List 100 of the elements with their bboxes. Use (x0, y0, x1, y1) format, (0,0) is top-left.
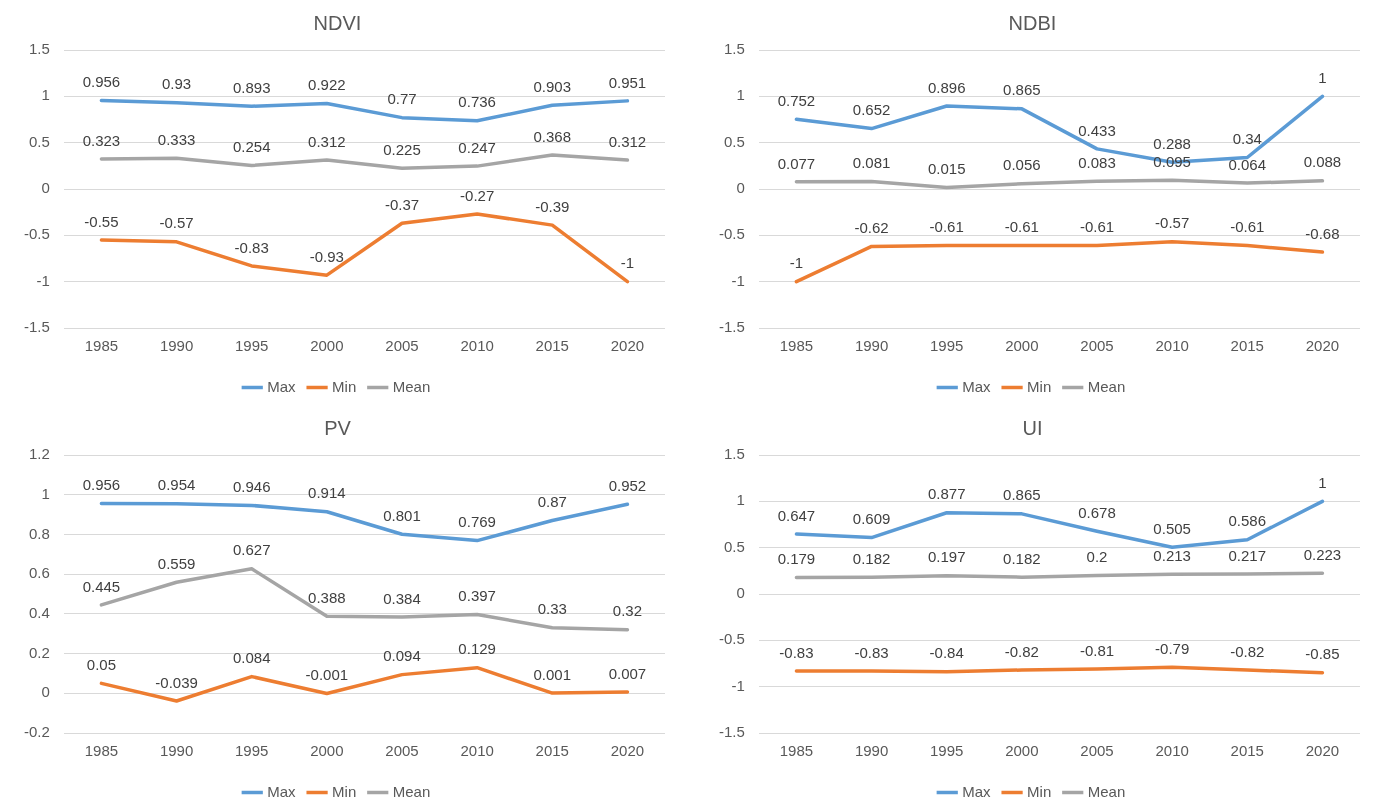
data-label: 0.384 (383, 589, 421, 607)
y-tick-label: -1.5 (718, 723, 745, 741)
data-label: 0.179 (777, 550, 816, 568)
data-label: 0.627 (232, 541, 271, 559)
data-label: -0.83 (854, 643, 889, 661)
x-tick-label: 1985 (779, 742, 814, 760)
data-label: 0.893 (232, 78, 271, 96)
data-label: 0.647 (777, 506, 816, 524)
data-label: 0.559 (157, 554, 196, 572)
data-label: 0.368 (533, 127, 572, 145)
y-tick-label: 1.2 (28, 445, 50, 463)
y-tick-label: -1 (731, 676, 745, 694)
x-tick-label: 2020 (1305, 742, 1340, 760)
data-label: -1 (620, 254, 635, 272)
x-tick-label: 1985 (779, 337, 814, 355)
legend-label: Max (267, 782, 297, 800)
data-label: 0.084 (232, 649, 271, 667)
x-tick-label: 2020 (1305, 337, 1340, 355)
legend-label: Max (267, 377, 297, 395)
data-label: 1 (1318, 473, 1327, 491)
y-tick-label: -1.5 (23, 318, 50, 336)
data-label: 0.34 (1232, 130, 1262, 148)
data-label: -0.039 (155, 673, 198, 691)
data-label: 0.865 (1003, 81, 1041, 99)
data-label: 0.77 (387, 90, 417, 108)
x-tick-label: 1990 (854, 337, 889, 355)
x-tick-label: 1990 (159, 337, 194, 355)
data-label: 0.182 (852, 549, 891, 567)
data-label: -0.61 (929, 218, 964, 236)
x-tick-label: 2010 (1155, 337, 1189, 355)
data-label: 0.223 (1303, 545, 1342, 563)
data-label: 0.678 (1078, 503, 1116, 521)
data-label: 0.954 (157, 476, 196, 494)
legend-label: Mean (1087, 377, 1126, 395)
data-label: 0.397 (458, 587, 496, 605)
x-tick-label: 2015 (535, 742, 569, 760)
y-tick-label: 0.2 (28, 643, 50, 661)
y-tick-label: -1 (731, 271, 745, 289)
data-label: 0.951 (608, 73, 647, 91)
data-label: 0.445 (82, 577, 121, 595)
data-label: -0.61 (1079, 218, 1115, 236)
legend-label: Min (332, 782, 357, 800)
y-tick-label: 0 (41, 179, 50, 197)
data-label: 0.877 (927, 485, 966, 503)
data-label: -0.82 (1230, 642, 1265, 660)
data-label: 0.433 (1078, 121, 1116, 139)
x-tick-label: 1985 (84, 337, 119, 355)
data-label: -0.001 (305, 666, 349, 684)
x-tick-label: 2005 (1080, 742, 1114, 760)
data-label: -0.62 (854, 219, 889, 237)
data-label: 0.064 (1228, 155, 1267, 173)
data-label: 0.312 (608, 132, 647, 150)
legend-label: Mean (392, 782, 431, 800)
data-label: 0.388 (308, 588, 346, 606)
y-tick-label: -1.5 (718, 318, 745, 336)
chart-title: UI (1022, 416, 1043, 439)
data-label: 0.505 (1153, 519, 1191, 537)
data-label: 0.015 (927, 160, 966, 178)
data-label: -0.61 (1004, 218, 1039, 236)
x-tick-label: 2005 (1080, 337, 1114, 355)
data-label: 0.197 (927, 548, 966, 566)
legend-label: Mean (1087, 782, 1126, 800)
y-tick-label: 0.5 (28, 132, 50, 150)
data-label: 0.801 (383, 506, 421, 524)
x-tick-label: 1990 (159, 742, 194, 760)
data-label: 0.586 (1228, 512, 1267, 530)
data-label: 0.247 (458, 138, 496, 156)
data-label: -0.82 (1004, 642, 1039, 660)
x-tick-label: 1995 (930, 337, 964, 355)
data-label: 0.323 (82, 131, 121, 149)
x-tick-label: 1990 (854, 742, 889, 760)
y-tick-label: 0 (736, 584, 745, 602)
data-label: 0.001 (533, 665, 572, 683)
data-label: 0.736 (458, 93, 496, 111)
legend-label: Min (1027, 782, 1052, 800)
x-tick-label: 2010 (460, 742, 494, 760)
data-label: -0.85 (1305, 645, 1340, 663)
data-label: 0.609 (852, 510, 891, 528)
data-label: 0.33 (537, 600, 567, 618)
data-label: 0.652 (852, 101, 891, 119)
data-label: -0.81 (1079, 641, 1115, 659)
x-tick-label: 2015 (1230, 742, 1264, 760)
y-tick-label: -0.5 (718, 630, 745, 648)
y-tick-label: 0.8 (28, 524, 50, 542)
x-tick-label: 2000 (1005, 337, 1039, 355)
y-tick-label: 1.5 (723, 445, 745, 463)
x-tick-label: 2010 (460, 337, 494, 355)
y-tick-label: 0.5 (723, 537, 745, 555)
data-label: 0.094 (383, 647, 421, 665)
y-tick-label: 1 (41, 484, 50, 502)
data-label: 0.865 (1003, 486, 1041, 504)
data-label: -0.57 (159, 214, 194, 232)
legend-label: Min (1027, 377, 1052, 395)
data-label: 0.225 (383, 140, 421, 158)
data-label: 0.288 (1153, 134, 1191, 152)
data-label: 0.32 (612, 602, 643, 620)
data-label: -0.27 (460, 186, 495, 204)
data-label: 0.217 (1228, 546, 1267, 564)
x-tick-label: 2000 (310, 337, 344, 355)
x-tick-label: 2020 (610, 742, 645, 760)
